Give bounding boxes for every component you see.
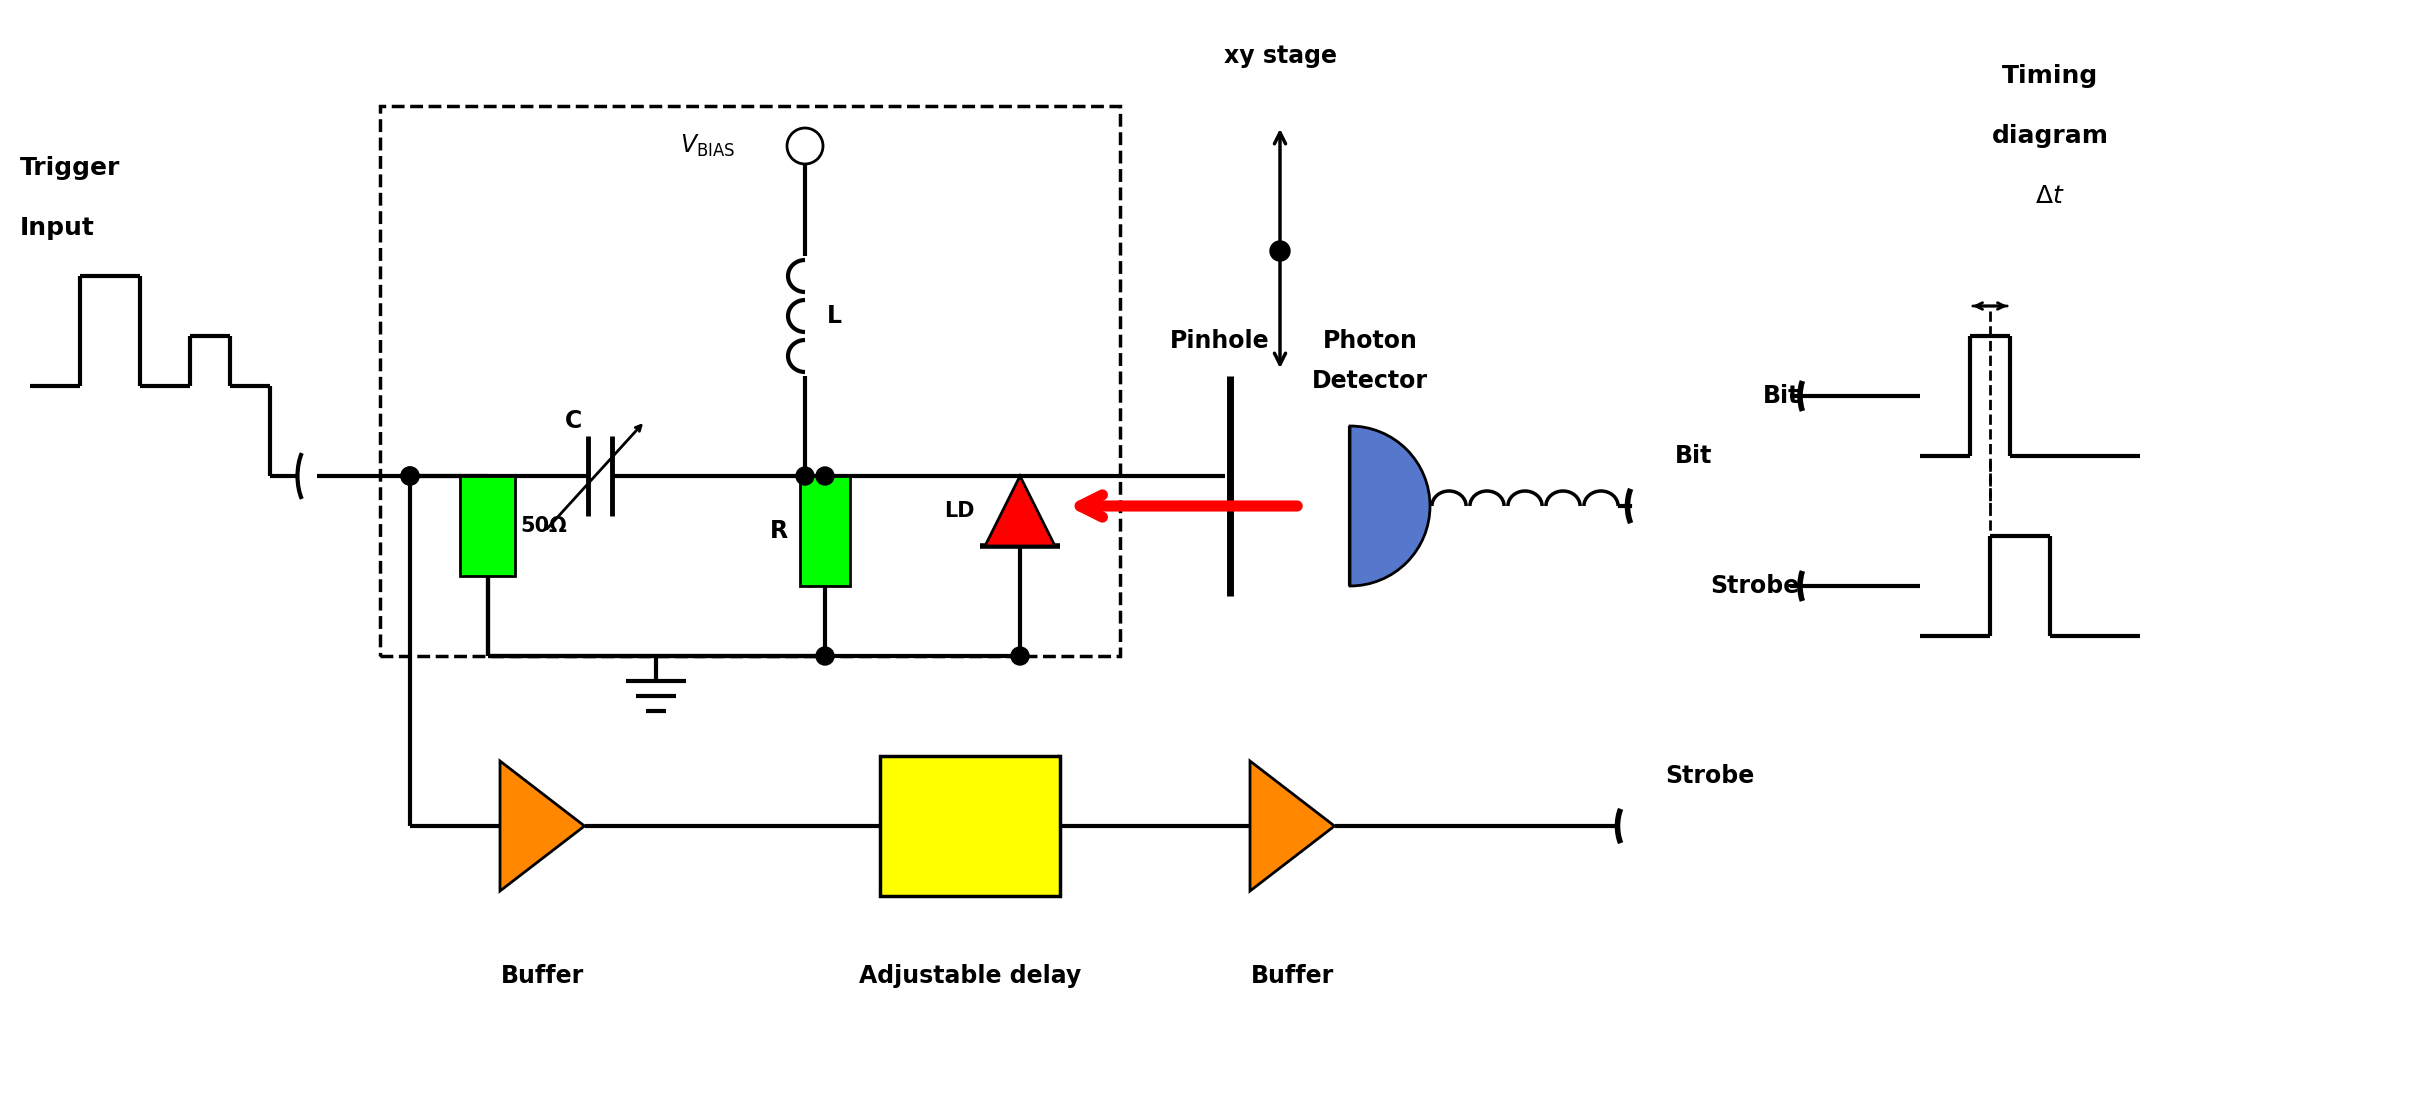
Circle shape [402,467,419,486]
Text: L: L [828,304,842,328]
Polygon shape [985,476,1055,546]
Text: C: C [564,409,583,434]
Text: Trigger: Trigger [19,156,121,180]
Text: Buffer: Buffer [501,964,583,988]
Text: Adjustable delay: Adjustable delay [859,964,1082,988]
Circle shape [816,467,835,486]
Text: $V_{\mathrm{BIAS}}$: $V_{\mathrm{BIAS}}$ [680,133,736,159]
Circle shape [402,467,419,486]
Text: Strobe: Strobe [1665,764,1754,787]
Polygon shape [1251,761,1333,891]
Polygon shape [501,761,586,891]
Circle shape [786,128,823,164]
Text: Buffer: Buffer [1251,964,1333,988]
Circle shape [1012,647,1028,665]
Text: LD: LD [944,501,975,521]
Circle shape [1270,241,1290,261]
Text: Pinhole: Pinhole [1171,328,1270,353]
Text: Bit: Bit [1762,384,1800,408]
Circle shape [796,467,813,486]
Text: Strobe: Strobe [1711,574,1800,598]
Text: Photon: Photon [1324,328,1418,353]
Text: Bit: Bit [1675,444,1713,468]
Text: 50Ω: 50Ω [520,517,566,536]
Text: Input: Input [19,216,94,240]
Text: Timing: Timing [2001,64,2098,88]
Text: R: R [770,519,789,543]
Bar [801,476,849,586]
Bar [460,476,515,576]
Circle shape [816,647,835,665]
Text: xy stage: xy stage [1225,44,1336,67]
Text: $\Delta t$: $\Delta t$ [2035,184,2064,208]
Text: diagram: diagram [1992,124,2108,148]
Bar [881,757,1060,896]
Wedge shape [1350,426,1430,586]
Text: Detector: Detector [1312,369,1428,393]
